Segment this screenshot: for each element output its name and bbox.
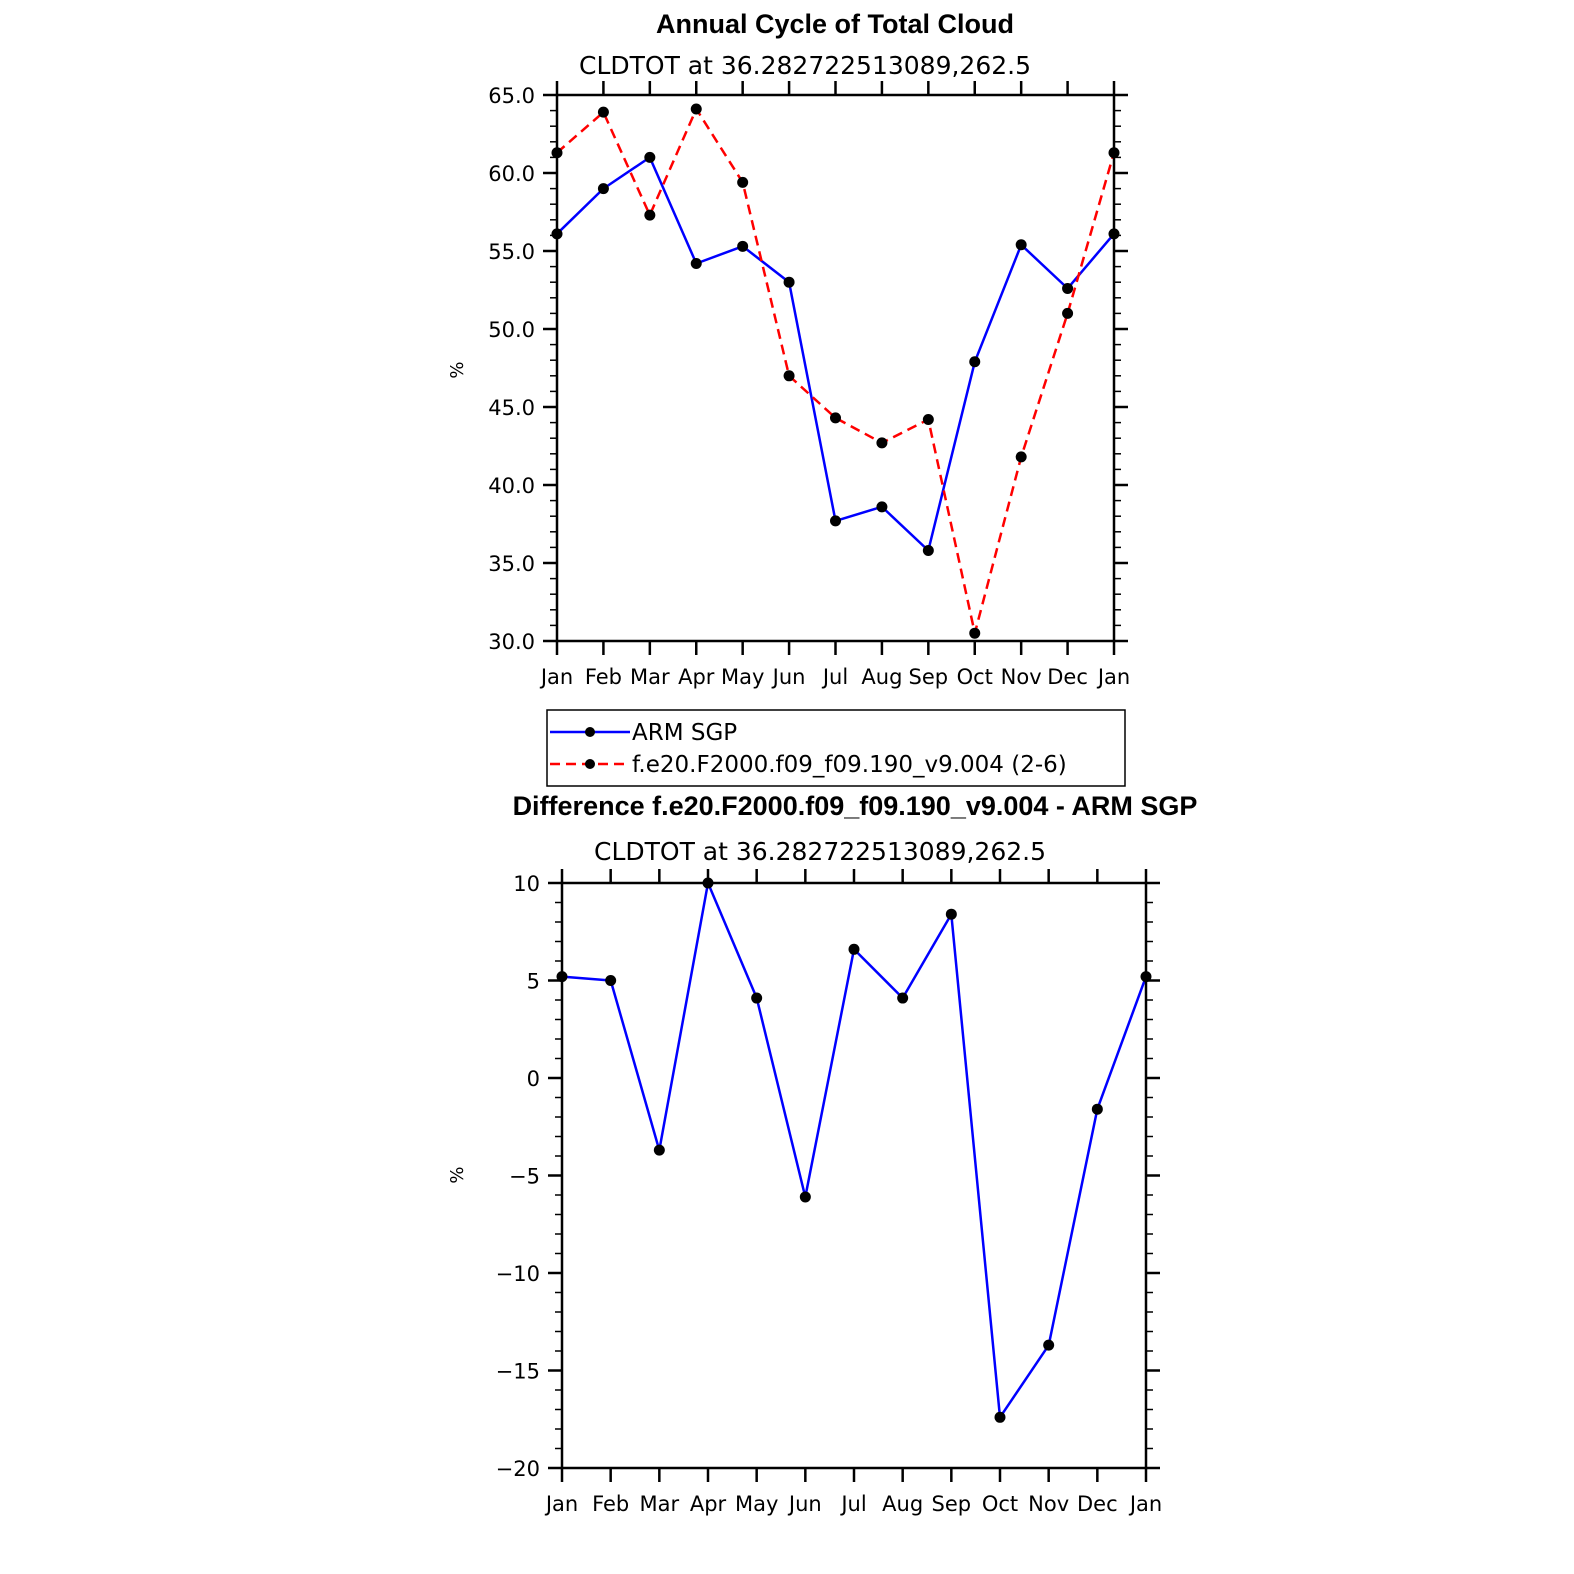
data-point: [783, 276, 795, 288]
data-point: [1091, 1103, 1103, 1115]
data-point: [799, 1191, 811, 1203]
data-point: [876, 437, 888, 449]
xtick-label: Apr: [690, 1492, 727, 1516]
ytick-label: −20: [496, 1457, 540, 1481]
data-point: [969, 627, 981, 639]
data-point: [830, 515, 841, 527]
xtick-label: Jan: [544, 1492, 578, 1516]
ytick-label: 35.0: [488, 552, 535, 576]
panel2-ylabel: %: [447, 1166, 468, 1183]
panel2-ticks: −20 −15 −10 −5 0 5 10 Jan Feb Mar Apr May Jun Jul Aug S…: [496, 869, 1162, 1516]
xtick-label: Apr: [678, 665, 715, 689]
xtick-label: May: [735, 1492, 778, 1516]
data-point: [969, 356, 981, 368]
data-point: [848, 943, 860, 955]
data-point: [644, 151, 656, 163]
ytick-label: 50.0: [488, 318, 535, 342]
data-point: [783, 370, 795, 382]
xtick-label: Jan: [1096, 665, 1130, 689]
data-point: [945, 908, 957, 920]
data-point: [1062, 282, 1074, 294]
legend-marker-arm: [585, 727, 595, 737]
ytick-label: 55.0: [488, 240, 535, 264]
panel2-frame: [560, 881, 1148, 1470]
series-line-1: [556, 156, 1115, 552]
annual-cycle-panel: Annual Cycle of Total Cloud CLDTOT at 36…: [447, 9, 1130, 787]
data-point: [922, 545, 934, 557]
legend: ARM SGP f.e20.F2000.f09_f09.190_v9.004 (…: [546, 709, 1126, 787]
data-point: [1043, 1339, 1055, 1351]
series-line-1: [561, 881, 1148, 1419]
data-point: [922, 413, 934, 425]
panel1-title: Annual Cycle of Total Cloud: [656, 9, 1014, 39]
xtick-label: Jan: [1128, 1492, 1162, 1516]
ytick-label: 40.0: [488, 474, 535, 498]
xtick-label: Nov: [1001, 665, 1042, 689]
xtick-label: Dec: [1047, 665, 1088, 689]
data-point: [597, 106, 609, 118]
xtick-label: Feb: [585, 665, 622, 689]
panel1-ticks: 30.0 35.0 40.0 45.0 50.0 55.0 60.0 65.0 Jan Feb Ma…: [488, 81, 1130, 689]
legend-box: [546, 709, 1126, 787]
panel1-ylabel: %: [447, 361, 468, 378]
panel2-series: [556, 877, 1152, 1423]
ytick-label: −15: [496, 1360, 540, 1384]
panel1-frame: [555, 93, 1116, 643]
xtick-label: Dec: [1077, 1492, 1118, 1516]
panel1-series: [551, 103, 1120, 639]
data-point: [653, 1144, 665, 1156]
xtick-label: Sep: [909, 665, 949, 689]
ytick-label: 45.0: [488, 396, 535, 420]
data-point: [605, 975, 617, 986]
ytick-label: 65.0: [488, 84, 535, 108]
xtick-label: Aug: [861, 665, 902, 689]
xtick-label: Oct: [982, 1492, 1018, 1516]
data-point: [1062, 307, 1074, 319]
xtick-label: Nov: [1028, 1492, 1069, 1516]
ytick-label: 5: [527, 970, 540, 994]
xtick-label: Mar: [630, 665, 670, 689]
ytick-label: 30.0: [488, 630, 535, 654]
ytick-label: −10: [496, 1262, 540, 1286]
data-point: [876, 501, 888, 513]
xtick-label: Jul: [839, 1492, 866, 1516]
xtick-label: Jul: [821, 665, 848, 689]
data-point: [830, 412, 841, 424]
ytick-label: 0: [527, 1067, 540, 1091]
data-point: [737, 176, 749, 188]
xtick-label: Oct: [957, 665, 993, 689]
data-point: [737, 240, 749, 252]
data-point: [690, 257, 702, 269]
ytick-label: 10: [513, 872, 540, 896]
panel1-subtitle: CLDTOT at 36.282722513089,262.5: [579, 51, 1031, 80]
legend-label-model: f.e20.F2000.f09_f09.190_v9.004 (2-6): [632, 752, 1067, 778]
xtick-label: Feb: [592, 1492, 629, 1516]
data-point: [1015, 451, 1027, 463]
xtick-label: Jan: [539, 665, 573, 689]
xtick-label: Jun: [771, 665, 806, 689]
data-point: [751, 992, 763, 1004]
xtick-label: Jun: [787, 1492, 822, 1516]
ytick-label: 60.0: [488, 162, 535, 186]
ytick-label: −5: [509, 1165, 540, 1189]
data-point: [690, 103, 702, 115]
data-point: [994, 1411, 1006, 1423]
difference-panel: Difference f.e20.F2000.f09_f09.190_v9.00…: [447, 791, 1197, 1516]
legend-marker-model: [585, 759, 595, 769]
legend-label-arm: ARM SGP: [632, 720, 737, 746]
data-point: [644, 209, 656, 221]
xtick-label: May: [721, 665, 764, 689]
xtick-label: Aug: [882, 1492, 923, 1516]
panel2-title: Difference f.e20.F2000.f09_f09.190_v9.00…: [513, 791, 1198, 821]
xtick-label: Mar: [640, 1492, 680, 1516]
xtick-label: Sep: [932, 1492, 972, 1516]
series-line-2: [556, 107, 1116, 635]
data-point: [597, 183, 609, 195]
panel2-subtitle: CLDTOT at 36.282722513089,262.5: [594, 837, 1046, 866]
data-point: [897, 992, 909, 1004]
data-point: [1015, 239, 1027, 251]
